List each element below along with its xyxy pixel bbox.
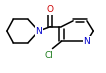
Text: N: N: [35, 26, 42, 36]
Text: N: N: [84, 37, 90, 46]
Text: Cl: Cl: [44, 51, 53, 60]
Text: O: O: [47, 5, 54, 14]
